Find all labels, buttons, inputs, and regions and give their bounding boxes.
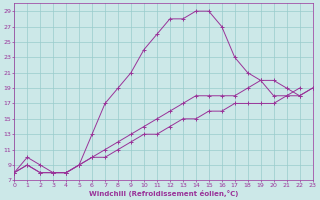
X-axis label: Windchill (Refroidissement éolien,°C): Windchill (Refroidissement éolien,°C)	[89, 190, 238, 197]
